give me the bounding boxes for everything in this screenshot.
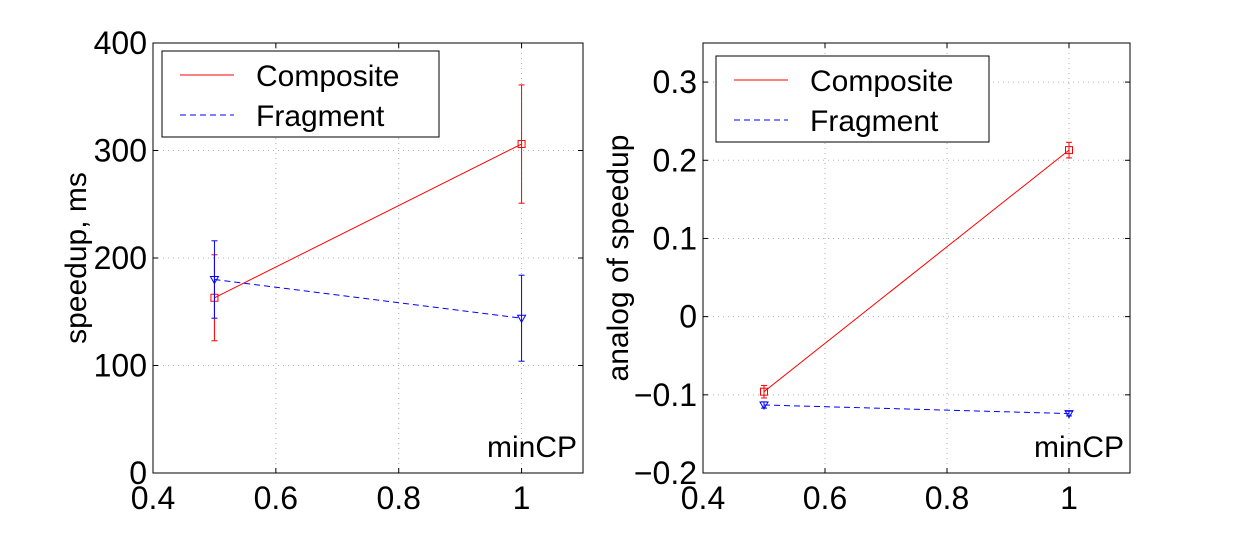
data-point [1064,410,1074,419]
y-tick-label: 0 [679,299,697,335]
error-bar [518,274,525,362]
y-tick-label: 400 [94,25,147,61]
y-axis-label: speedup, ms [60,172,93,344]
data-point [1065,146,1073,155]
y-tick-label: 0 [129,455,147,491]
plot-frame [702,42,1131,474]
error-bar [518,84,525,204]
error-bar [211,240,218,319]
legend-box [715,55,990,143]
data-point [760,387,768,396]
x-tick-label: 0.4 [131,480,175,516]
x-tick-label: 1 [1060,480,1078,516]
data-point [759,401,769,410]
x-tick-label: 0.6 [803,480,847,516]
x-tick-label: 0.4 [681,480,725,516]
y-tick-label: −0.2 [634,455,697,491]
series-fragment [759,401,1074,419]
series-line [214,279,522,319]
y-tick-label: 100 [94,348,147,384]
error-bar [761,384,767,399]
series-line [763,404,1070,415]
x-tick-label: 0.6 [254,480,298,516]
y-tick-label: −0.1 [634,377,697,413]
legend-label-composite: Composite [810,65,953,98]
chart-right-analog-speedup: 0.4 0.6 0.8 1 −0.2 −0.1 0 0.1 0.2 0.3 analog of sp… [602,42,1131,516]
y-tick-label: 300 [94,133,147,169]
chart-left-speedup: 0.4 0.6 0.8 1 0 100 200 300 400 speedup, ms minCP C… [60,25,584,516]
legend-box [161,50,440,138]
error-bar [1066,410,1072,417]
series-line [763,149,1070,393]
data-point [516,314,527,324]
series-line [214,143,522,299]
error-bar [1066,141,1072,159]
x-tick-label: 0.8 [376,480,420,516]
legend-label-fragment: Fragment [256,100,385,133]
legend: Composite Fragment [161,50,440,138]
x-axis-label: minCP [487,431,577,464]
y-tick-label: 200 [94,240,147,276]
y-tick-label: 0.1 [653,220,697,256]
x-tick-label: 0.8 [925,480,969,516]
legend-label-composite: Composite [256,60,399,93]
x-tick-label: 1 [513,480,531,516]
series-composite [760,141,1073,399]
y-tick-label: 0.2 [653,142,697,178]
data-point [209,276,220,285]
x-axis-label: minCP [1034,431,1124,464]
y-axis-label: analog of speedup [602,135,635,382]
series-fragment [209,240,527,362]
data-point [517,140,526,149]
y-tick-label: 0.3 [653,64,697,100]
legend-label-fragment: Fragment [810,105,939,138]
legend: Composite Fragment [715,55,990,143]
